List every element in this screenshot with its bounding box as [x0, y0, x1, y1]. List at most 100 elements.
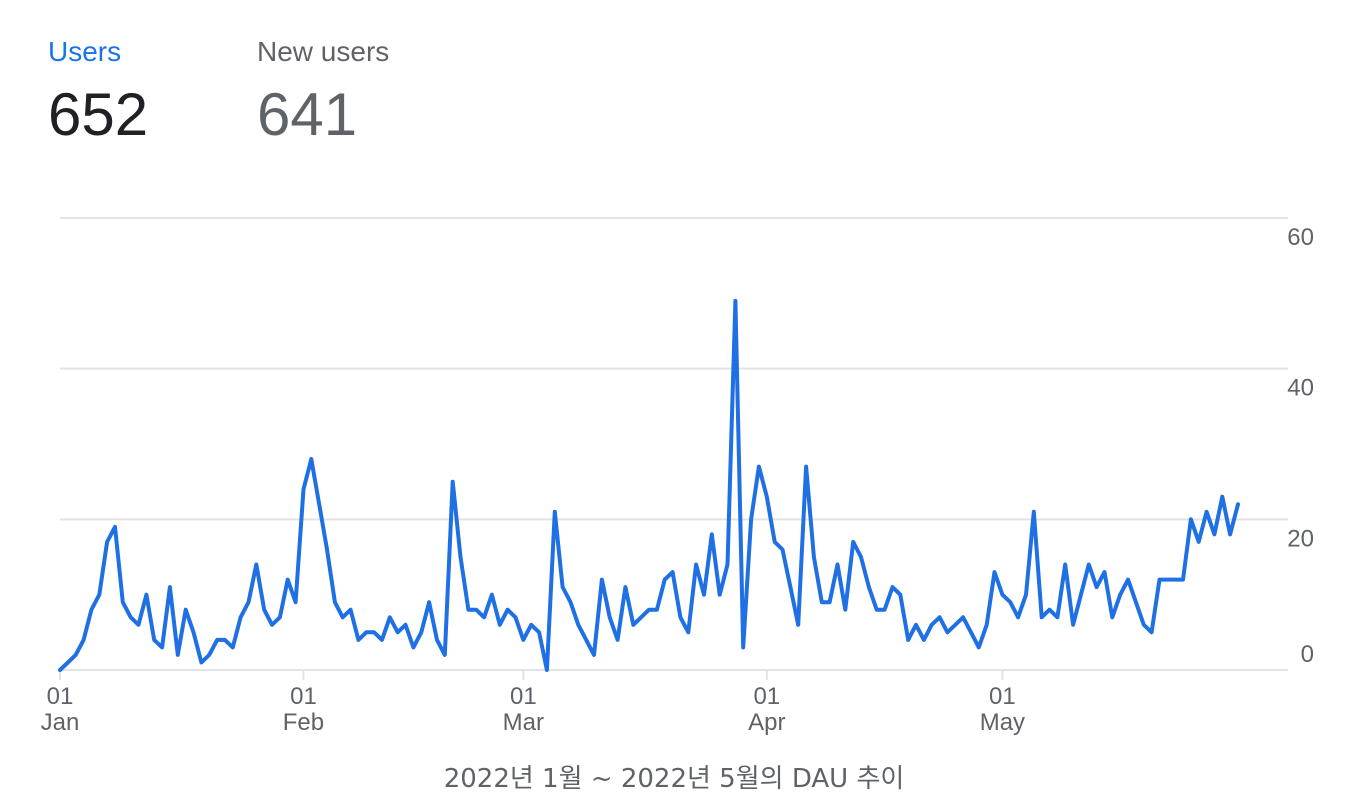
- data-point: [160, 645, 164, 649]
- data-point: [466, 608, 470, 612]
- new-users-label: New users: [257, 36, 390, 67]
- data-point: [1071, 623, 1075, 627]
- data-point: [1142, 623, 1146, 627]
- y-tick-label: 40: [1287, 375, 1314, 402]
- data-point: [1173, 578, 1177, 582]
- data-point: [411, 645, 415, 649]
- data-point: [341, 615, 345, 619]
- x-tick-month: Jan: [41, 709, 80, 736]
- data-point: [781, 548, 785, 552]
- data-point: [325, 548, 329, 552]
- data-point: [364, 630, 368, 634]
- data-point: [623, 585, 627, 589]
- x-tick-day: 01: [753, 683, 780, 710]
- data-point: [741, 645, 745, 649]
- data-point: [97, 593, 101, 597]
- tab-users[interactable]: Users 652: [48, 28, 148, 150]
- data-point: [977, 645, 981, 649]
- data-point: [686, 630, 690, 634]
- data-point: [820, 600, 824, 604]
- data-point: [1228, 532, 1232, 536]
- new-users-value: 641: [257, 81, 358, 148]
- data-point: [129, 615, 133, 619]
- data-point: [851, 540, 855, 544]
- data-point: [113, 525, 117, 529]
- data-point: [812, 555, 816, 559]
- series-layer: [58, 298, 1240, 672]
- data-point: [223, 638, 227, 642]
- data-point: [930, 623, 934, 627]
- x-tick-day: 01: [510, 683, 537, 710]
- data-point: [482, 615, 486, 619]
- data-point: [317, 502, 321, 506]
- data-point: [58, 668, 62, 672]
- data-point: [1126, 578, 1130, 582]
- data-point: [898, 593, 902, 597]
- data-point: [938, 615, 942, 619]
- data-point: [545, 668, 549, 672]
- data-point: [333, 600, 337, 604]
- data-point: [396, 630, 400, 634]
- data-point: [427, 600, 431, 604]
- data-point: [1008, 600, 1012, 604]
- data-point: [521, 638, 525, 642]
- y-tick-label: 0: [1301, 641, 1314, 668]
- data-point: [1095, 585, 1099, 589]
- data-point: [961, 615, 965, 619]
- data-point: [1189, 517, 1193, 521]
- data-point: [922, 638, 926, 642]
- data-point: [953, 623, 957, 627]
- data-point: [663, 578, 667, 582]
- data-point: [506, 608, 510, 612]
- data-point: [192, 630, 196, 634]
- data-point: [584, 638, 588, 642]
- data-point: [380, 638, 384, 642]
- data-point: [184, 608, 188, 612]
- data-point: [176, 653, 180, 657]
- data-point: [576, 623, 580, 627]
- data-point: [1079, 593, 1083, 597]
- data-point: [474, 608, 478, 612]
- data-point: [537, 630, 541, 634]
- data-point: [74, 653, 78, 657]
- data-point: [231, 645, 235, 649]
- data-point: [1236, 502, 1240, 506]
- data-point: [1205, 510, 1209, 514]
- grid-layer: [60, 217, 1288, 671]
- data-point: [215, 638, 219, 642]
- data-point: [891, 585, 895, 589]
- data-point: [302, 487, 306, 491]
- data-point: [859, 555, 863, 559]
- data-point: [1220, 495, 1224, 499]
- data-point: [569, 600, 573, 604]
- data-point: [773, 540, 777, 544]
- data-point: [1110, 615, 1114, 619]
- data-point: [718, 593, 722, 597]
- data-point: [1212, 532, 1216, 536]
- data-point: [66, 661, 70, 665]
- y-axis: 0 20 40 60: [1287, 224, 1314, 668]
- data-point: [294, 600, 298, 604]
- data-point: [247, 600, 251, 604]
- data-point: [993, 570, 997, 574]
- data-point: [843, 608, 847, 612]
- data-point: [1181, 578, 1185, 582]
- data-point: [914, 623, 918, 627]
- users-label: Users: [48, 36, 122, 67]
- data-point: [906, 638, 910, 642]
- tab-new-users[interactable]: New users 641: [257, 28, 389, 150]
- y-tick-label: 20: [1287, 525, 1314, 552]
- data-point: [1032, 510, 1036, 514]
- data-point: [608, 615, 612, 619]
- data-point: [1040, 615, 1044, 619]
- data-point: [1158, 578, 1162, 582]
- data-point: [678, 615, 682, 619]
- data-point: [592, 653, 596, 657]
- data-point: [639, 615, 643, 619]
- data-point: [1118, 593, 1122, 597]
- data-point: [349, 608, 353, 612]
- data-point: [1165, 578, 1169, 582]
- data-point: [757, 465, 761, 469]
- data-point: [710, 532, 714, 536]
- data-point: [309, 457, 313, 461]
